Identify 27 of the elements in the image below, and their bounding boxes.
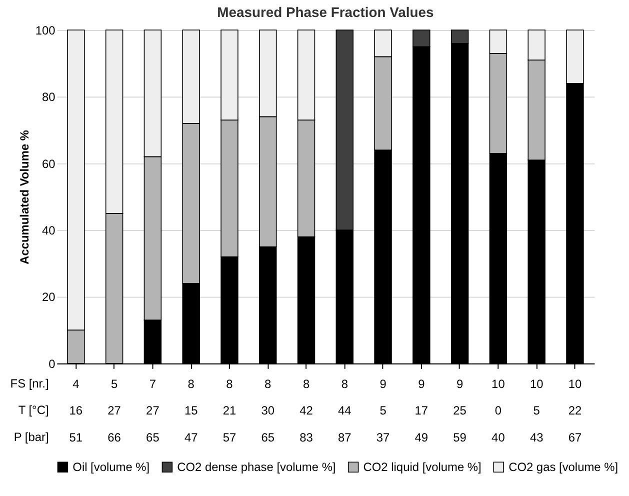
chart-title: Measured Phase Fraction Values	[217, 4, 434, 20]
text: FS [nr.] T [°C] P [bar]	[10, 376, 49, 444]
x-tick-label: 9 17 49	[414, 376, 428, 445]
x-tick-label: 7 27 65	[146, 376, 160, 445]
x-tick-label: 4 16 51	[69, 376, 83, 445]
y-tick-label: 20	[42, 290, 56, 304]
x-tick-label: 10 5 43	[530, 376, 544, 445]
y-axis-title: Accumulated Volume %	[17, 130, 32, 264]
x-tick-label: 8 15 47	[184, 376, 198, 445]
legend-label: CO2 liquid [volume %]	[363, 460, 482, 474]
x-tick-label: 8 42 83	[300, 376, 314, 445]
x-tick-label: 10 0 40	[492, 376, 506, 445]
y-tick-label: 60	[42, 156, 56, 171]
y-tick-label: 40	[42, 224, 56, 238]
x-tick-label: 9 5 37	[376, 376, 390, 445]
y-tick-label: 80	[42, 90, 56, 104]
x-tick-label: 8 21 57	[222, 376, 236, 445]
x-tick-label: 5 27 66	[108, 376, 122, 445]
legend-label: Oil [volume %]	[72, 460, 150, 474]
x-tick-label: 9 25 59	[453, 376, 467, 445]
x-tick-label: 8 44 87	[338, 376, 352, 445]
y-tick-label: 0	[48, 356, 56, 371]
y-tick-label: 100	[35, 23, 56, 38]
x-tick-label: 10 22 67	[568, 376, 582, 445]
legend-label: CO2 gas [volume %]	[508, 460, 618, 474]
legend-label: CO2 dense phase [volume %]	[177, 460, 336, 474]
x-tick-label: 8 30 65	[261, 376, 275, 445]
